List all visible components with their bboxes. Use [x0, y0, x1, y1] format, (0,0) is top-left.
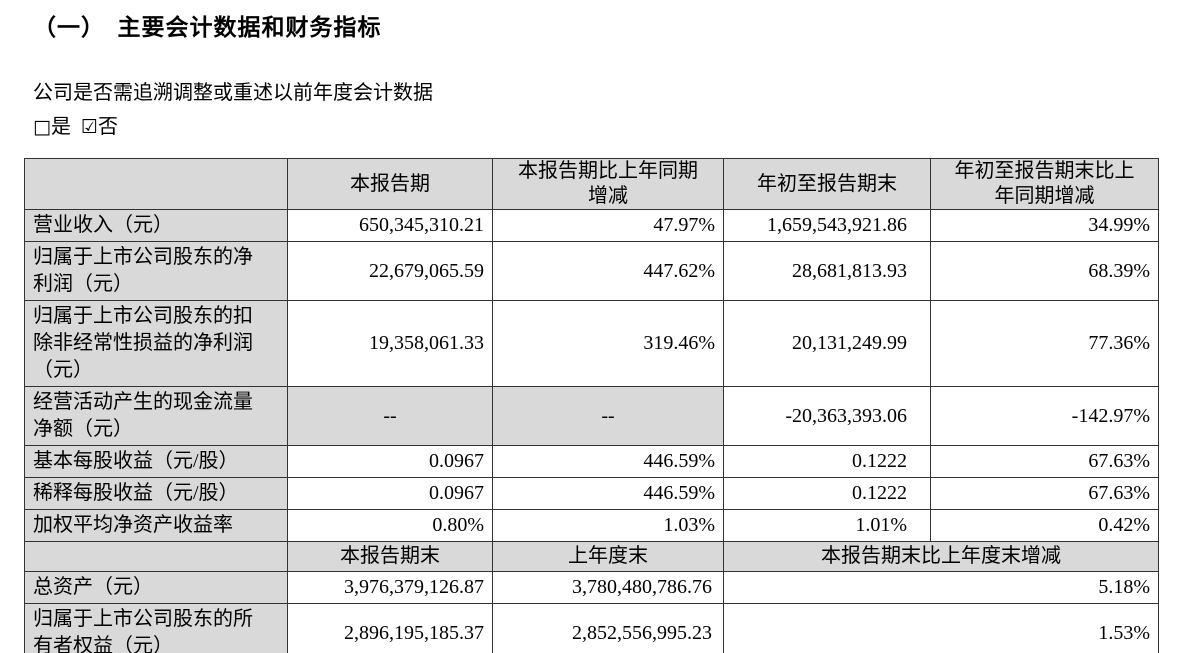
cell-value: 77.36%	[930, 300, 1159, 387]
row-label: 稀释每股收益（元/股）	[24, 477, 288, 510]
cell-value: 446.59%	[492, 445, 724, 478]
cell-value: 446.59%	[492, 477, 724, 510]
checkbox-checked-icon: ☑	[80, 116, 98, 138]
table-row-diluted-eps: 稀释每股收益（元/股） 0.0967 446.59% 0.1222 67.63%	[24, 477, 1159, 510]
cell-value: 68.39%	[930, 241, 1159, 301]
cell-value: 22,679,065.59	[287, 241, 493, 301]
header-ytd-yoy: 年初至报告期末比上 年同期增减	[930, 158, 1159, 210]
cell-value: 0.1222	[723, 477, 931, 510]
key-financials-table: 本报告期 本报告期比上年同期 增减 年初至报告期末 年初至报告期末比上 年同期增…	[24, 158, 1159, 653]
cell-value: 650,345,310.21	[287, 209, 493, 242]
cell-value: 34.99%	[930, 209, 1159, 242]
cell-value: --	[492, 386, 724, 446]
header-blank-cell	[24, 158, 288, 210]
header-blank-cell	[24, 541, 288, 572]
cell-value: 2,896,195,185.37	[287, 603, 493, 653]
checkbox-unchecked-icon: □	[33, 116, 51, 138]
row-label: 基本每股收益（元/股）	[24, 445, 288, 478]
row-label: 总资产（元）	[24, 571, 288, 604]
cell-value: -20,363,393.06	[723, 386, 931, 446]
header-current-period-yoy: 本报告期比上年同期 增减	[492, 158, 724, 210]
cell-value: 1.53%	[723, 603, 1159, 653]
table-row-owners-equity: 归属于上市公司股东的所 有者权益（元） 2,896,195,185.37 2,8…	[24, 603, 1159, 653]
cell-value: 1.01%	[723, 509, 931, 542]
cell-value: 319.46%	[492, 300, 724, 387]
cell-value: 447.62%	[492, 241, 724, 301]
table-header-row-2: 本报告期末 上年度末 本报告期末比上年度末增减	[24, 541, 1159, 572]
cell-value: 1.03%	[492, 509, 724, 542]
header-ytd: 年初至报告期末	[723, 158, 931, 210]
cell-value: 28,681,813.93	[723, 241, 931, 301]
section-title: （一） 主要会计数据和财务指标	[33, 15, 382, 40]
cell-value: 3,780,480,786.76	[492, 571, 724, 604]
cell-value: 0.80%	[287, 509, 493, 542]
row-label: 加权平均净资产收益率	[24, 509, 288, 542]
header-current-period: 本报告期	[287, 158, 493, 210]
option-no-label: 否	[98, 116, 118, 138]
table-row-net-profit: 归属于上市公司股东的净 利润（元） 22,679,065.59 447.62% …	[24, 241, 1159, 301]
option-yes-label: 是	[50, 116, 71, 138]
cell-value: 3,976,379,126.87	[287, 571, 493, 604]
option-yes: □是	[33, 116, 71, 138]
table-row-basic-eps: 基本每股收益（元/股） 0.0967 446.59% 0.1222 67.63%	[24, 445, 1159, 478]
cell-value: 0.1222	[723, 445, 931, 478]
table-row-weighted-avg-roe: 加权平均净资产收益率 0.80% 1.03% 1.01% 0.42%	[24, 509, 1159, 542]
cell-value: 0.0967	[287, 445, 493, 478]
header-end-of-prior-year: 上年度末	[492, 541, 724, 572]
table-row-operating-cash-flow: 经营活动产生的现金流量 净额（元） -- -- -20,363,393.06 -…	[24, 386, 1159, 446]
table-header-row-1: 本报告期 本报告期比上年同期 增减 年初至报告期末 年初至报告期末比上 年同期增…	[24, 158, 1159, 210]
row-label: 营业收入（元）	[24, 209, 288, 242]
cell-value: 67.63%	[930, 445, 1159, 478]
cell-value: 0.42%	[930, 509, 1159, 542]
table-row-total-assets: 总资产（元） 3,976,379,126.87 3,780,480,786.76…	[24, 571, 1159, 604]
header-period-vs-prior-year-change: 本报告期末比上年度末增减	[723, 541, 1159, 572]
cell-value: 20,131,249.99	[723, 300, 931, 387]
table-row-revenue: 营业收入（元） 650,345,310.21 47.97% 1,659,543,…	[24, 209, 1159, 242]
row-label: 归属于上市公司股东的扣 除非经常性损益的净利润 （元）	[24, 300, 288, 387]
cell-value: 19,358,061.33	[287, 300, 493, 387]
header-end-of-period: 本报告期末	[287, 541, 493, 572]
option-no: ☑否	[81, 116, 118, 138]
cell-value: 0.0967	[287, 477, 493, 510]
table-row-net-profit-excl-nonrecurring: 归属于上市公司股东的扣 除非经常性损益的净利润 （元） 19,358,061.3…	[24, 300, 1159, 387]
row-label: 归属于上市公司股东的所 有者权益（元）	[24, 603, 288, 653]
cell-value: 47.97%	[492, 209, 724, 242]
cell-value: 5.18%	[723, 571, 1159, 604]
restatement-question: 公司是否需追溯调整或重述以前年度会计数据	[33, 82, 433, 104]
cell-value: 67.63%	[930, 477, 1159, 510]
cell-value: 1,659,543,921.86	[723, 209, 931, 242]
row-label: 经营活动产生的现金流量 净额（元）	[24, 386, 288, 446]
restatement-options: □是 ☑否	[33, 110, 128, 139]
row-label: 归属于上市公司股东的净 利润（元）	[24, 241, 288, 301]
cell-value: 2,852,556,995.23	[492, 603, 724, 653]
cell-value: -142.97%	[930, 386, 1159, 446]
cell-value: --	[287, 386, 493, 446]
